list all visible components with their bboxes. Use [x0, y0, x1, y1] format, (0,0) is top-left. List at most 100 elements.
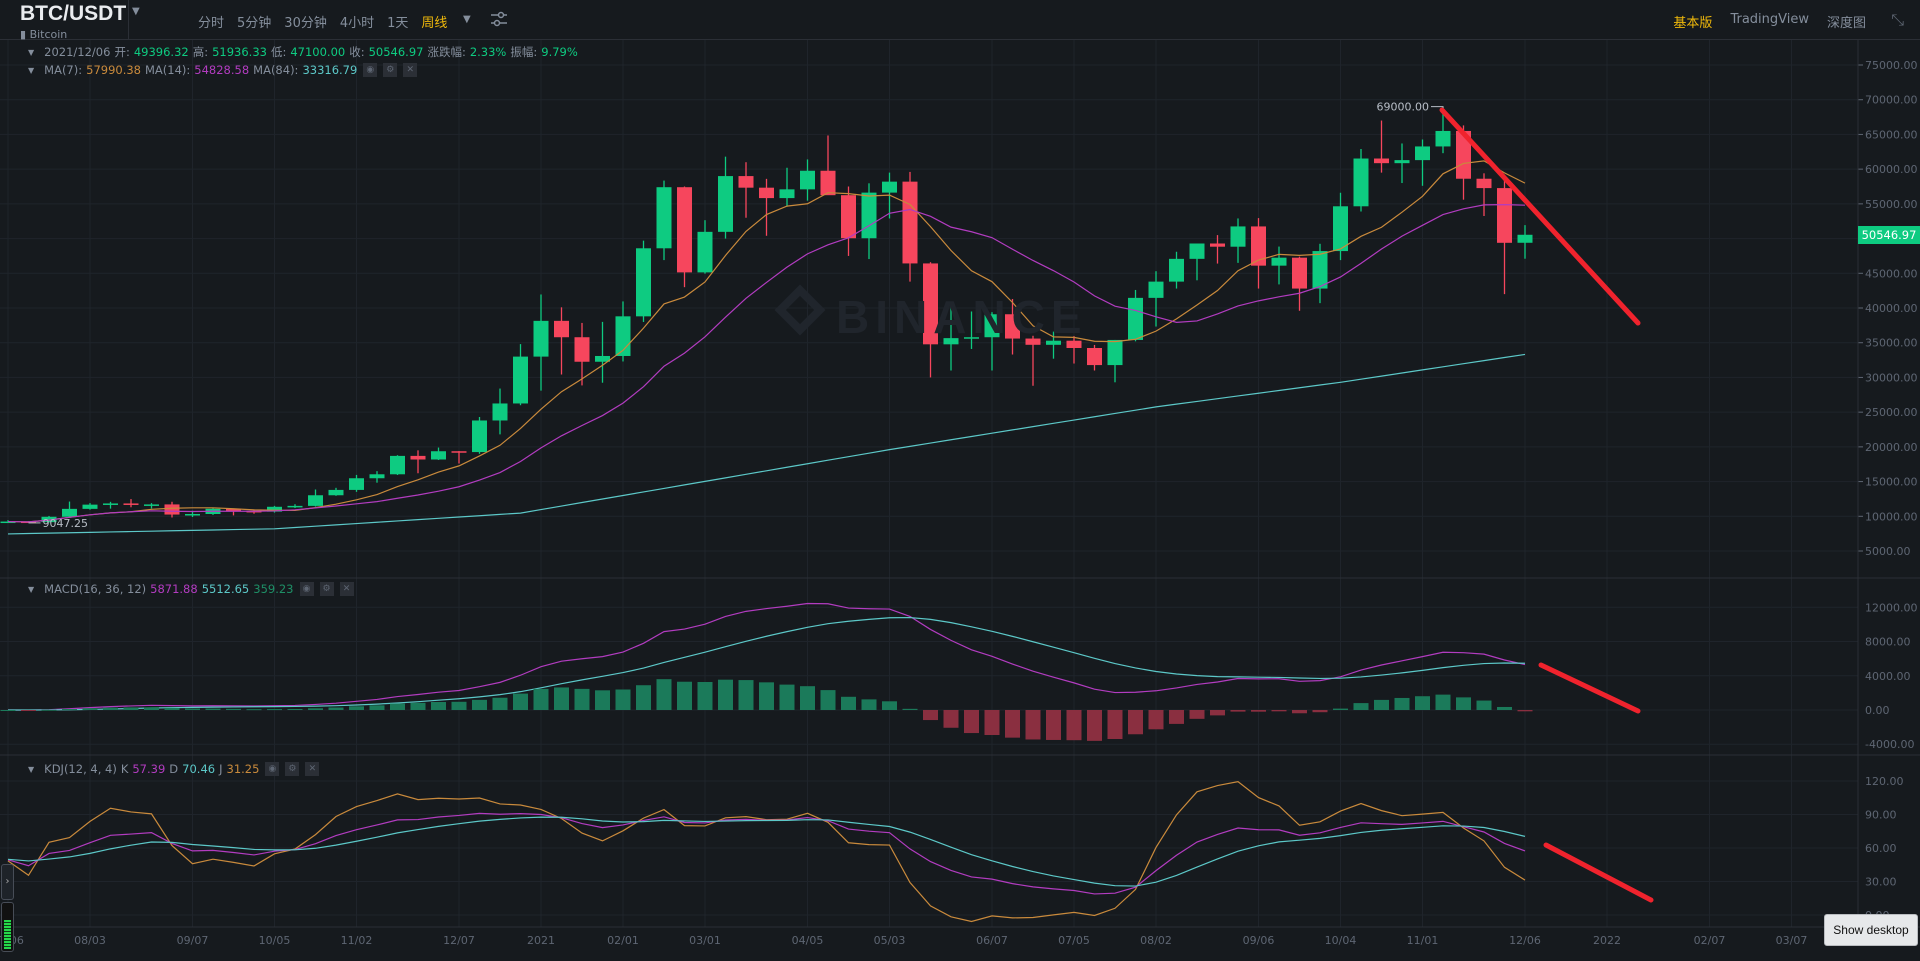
candle-up: [882, 181, 897, 193]
macd-bar: [1251, 710, 1266, 712]
macd-bar: [1148, 710, 1164, 730]
candle-up: [800, 170, 815, 190]
kdj-tick-label: 120.00: [1865, 775, 1904, 788]
eye-icon[interactable]: ◉: [265, 762, 280, 776]
candle-up: [1517, 234, 1533, 243]
symbol-name: ▮ Bitcoin: [20, 28, 67, 41]
interval-tab-1w[interactable]: 周线: [421, 16, 448, 31]
macd-bar: [492, 697, 508, 710]
interval-tab-1d[interactable]: 1天: [387, 16, 409, 31]
candle-up: [62, 508, 77, 517]
symbol-dropdown-icon[interactable]: ▼: [132, 6, 140, 17]
macd-bar: [1087, 710, 1102, 741]
x-tick-label: 08/03: [74, 934, 106, 947]
k-value: 57.39: [132, 762, 166, 776]
close-icon[interactable]: ✕: [339, 582, 354, 596]
candle-up: [656, 187, 672, 249]
candle-down: [1005, 314, 1020, 339]
macd-bar: [1333, 708, 1348, 710]
gear-icon[interactable]: ⚙: [383, 63, 398, 77]
candle-up: [41, 516, 57, 523]
ma14-line: [7, 204, 1526, 523]
candle-down: [574, 337, 590, 362]
interval-tab-5m[interactable]: 5分钟: [237, 16, 272, 31]
expand-sidebar-button[interactable]: ›: [1, 864, 14, 900]
macd-bar: [267, 709, 282, 711]
macd-bar: [1107, 710, 1123, 740]
ma7-line: [7, 160, 1526, 523]
macd-bar: [144, 707, 159, 710]
annotation-line-kdj: [1543, 842, 1654, 903]
collapse-triangle-icon[interactable]: ▼: [28, 47, 35, 57]
kdj-tick-label: 30.00: [1865, 875, 1897, 888]
macd-bar: [820, 690, 836, 710]
macd-bar: [1415, 696, 1430, 710]
macd-label: MACD(16, 36, 12): [44, 582, 147, 596]
view-tab-depth[interactable]: 深度图: [1826, 16, 1866, 31]
divider: [128, 0, 129, 40]
indicator-settings-icon[interactable]: [490, 11, 508, 27]
collapse-triangle-icon[interactable]: ▼: [28, 584, 35, 594]
eye-icon[interactable]: ◉: [363, 63, 378, 77]
view-tab-tradingview[interactable]: TradingView: [1730, 12, 1809, 27]
macd-bar: [21, 710, 36, 711]
collapse-icon[interactable]: ⤡: [1891, 10, 1904, 29]
level-meter: [1, 902, 14, 952]
gear-icon[interactable]: ⚙: [285, 762, 300, 776]
macd-bar: [451, 701, 467, 710]
macd-bar: [1169, 710, 1184, 724]
candle-down: [902, 181, 918, 264]
price-tick-label: 60000.00: [1865, 163, 1918, 176]
macd-bar: [718, 679, 733, 710]
macd-bar: [882, 701, 897, 710]
macd-bar: [841, 696, 856, 710]
candle-up: [1415, 146, 1430, 161]
candle-down: [123, 503, 139, 505]
change-label: 涨跌幅:: [427, 45, 466, 59]
interval-dropdown-icon[interactable]: ▼: [463, 14, 471, 25]
view-tab-basic[interactable]: 基本版: [1673, 16, 1713, 31]
candle-up: [1394, 160, 1410, 164]
close-label: 收:: [349, 45, 365, 59]
macd-bar: [1128, 710, 1143, 735]
interval-tabs: 分时 5分钟 30分钟 4小时 1天 周线: [198, 12, 460, 31]
candle-down: [1210, 243, 1225, 247]
candle-up: [103, 503, 118, 505]
candles: [0, 106, 1533, 524]
kdj-label: KDJ(12, 4, 4): [44, 762, 117, 776]
gear-icon[interactable]: ⚙: [319, 582, 334, 596]
low-marker-label: 9047.25: [43, 517, 89, 530]
candle-up: [492, 403, 508, 421]
macd-bar: [861, 699, 877, 710]
interval-tab-30m[interactable]: 30分钟: [284, 16, 327, 31]
macd-bar: [554, 687, 569, 710]
macd-bar: [1517, 710, 1533, 712]
macd-bar: [1005, 710, 1020, 738]
candle-down: [410, 455, 426, 460]
eye-icon[interactable]: ◉: [299, 582, 314, 596]
collapse-triangle-icon[interactable]: ▼: [28, 764, 35, 774]
interval-tab-4h[interactable]: 4小时: [339, 16, 375, 31]
macd-bar: [1066, 710, 1082, 741]
candle-up: [1107, 339, 1123, 366]
interval-tab-time[interactable]: 分时: [198, 16, 225, 31]
close-icon[interactable]: ✕: [403, 63, 418, 77]
ma14-label: MA(14):: [145, 63, 191, 77]
coin-icon: ▮: [20, 28, 27, 41]
price-tick-label: 65000.00: [1865, 128, 1918, 141]
x-tick-label: 03/01: [689, 934, 721, 947]
collapse-triangle-icon[interactable]: ▼: [28, 65, 35, 75]
macd-tick-label: 8000.00: [1865, 636, 1911, 649]
candle-down: [164, 504, 180, 515]
macd-dea-value: 5512.65: [201, 582, 250, 596]
symbol-title[interactable]: BTC/USDT: [20, 2, 127, 25]
x-tick-label: 11/01: [1407, 934, 1439, 947]
axes: 07/0608/0309/0710/0511/0212/07202102/010…: [0, 59, 1918, 947]
show-desktop-tooltip: Show desktop: [1824, 914, 1918, 946]
macd-bar: [349, 706, 364, 710]
candle-up: [267, 506, 282, 512]
macd-bar: [0, 710, 16, 711]
close-icon[interactable]: ✕: [305, 762, 320, 776]
macd-bar: [472, 699, 487, 710]
